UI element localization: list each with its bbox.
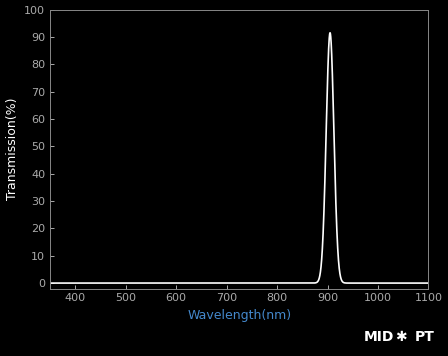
Text: PT: PT xyxy=(415,330,435,344)
Text: MID: MID xyxy=(364,330,394,344)
Y-axis label: Transmission(%): Transmission(%) xyxy=(5,98,18,200)
Text: ✱: ✱ xyxy=(395,330,407,344)
X-axis label: Wavelength(nm): Wavelength(nm) xyxy=(187,309,291,322)
